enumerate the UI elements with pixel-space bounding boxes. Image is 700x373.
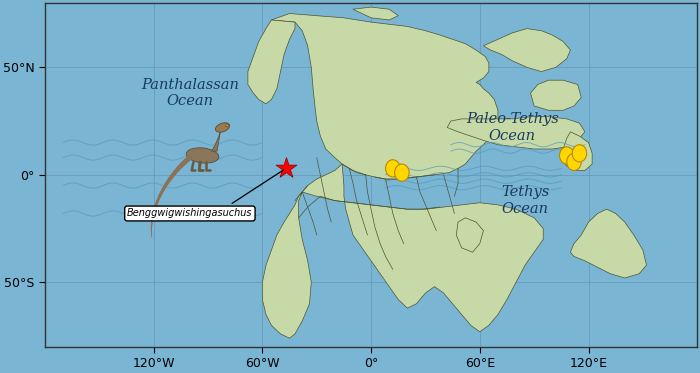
Polygon shape (456, 218, 484, 252)
Polygon shape (211, 130, 220, 151)
Circle shape (559, 147, 574, 164)
Polygon shape (262, 164, 543, 338)
Circle shape (572, 145, 587, 162)
Polygon shape (272, 13, 498, 179)
Polygon shape (531, 80, 581, 110)
Text: Tethys
Ocean: Tethys Ocean (501, 185, 550, 216)
Ellipse shape (225, 124, 228, 126)
Text: Panthalassan
Ocean: Panthalassan Ocean (141, 78, 239, 108)
Polygon shape (447, 117, 585, 149)
Text: Paleo-Tethys
Ocean: Paleo-Tethys Ocean (466, 112, 559, 142)
Circle shape (386, 160, 400, 177)
Circle shape (567, 153, 581, 170)
Ellipse shape (216, 123, 230, 132)
Polygon shape (570, 209, 647, 278)
Ellipse shape (186, 148, 219, 163)
Circle shape (395, 164, 409, 181)
Polygon shape (248, 20, 295, 104)
Text: Benggwigwishingasuchus: Benggwigwishingasuchus (127, 209, 253, 219)
Point (280, 165, 291, 171)
Polygon shape (353, 7, 398, 20)
Polygon shape (561, 132, 592, 170)
Polygon shape (484, 29, 570, 72)
